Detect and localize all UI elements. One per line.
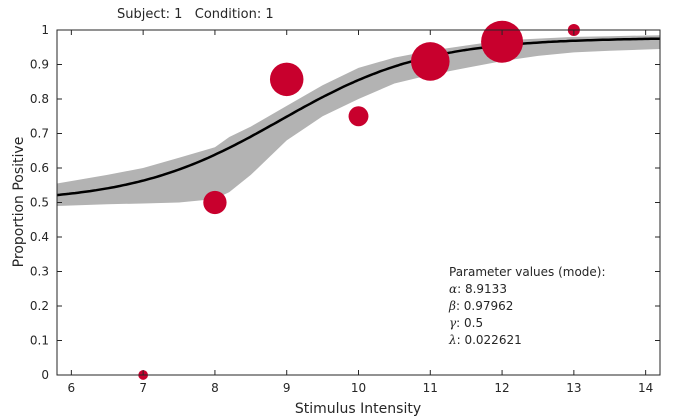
x-tick-label: 14 [638,381,653,395]
x-tick-label: 12 [494,381,509,395]
beta-value: : 0.97962 [456,299,513,313]
data-point [410,42,450,81]
annotation-alpha: α: 8.9133 [449,282,507,296]
y-tick-label: 0.8 [30,92,49,106]
beta-symbol: β [448,299,456,313]
alpha-value: : 8.9133 [457,282,507,296]
x-tick-label: 6 [68,381,76,395]
data-point [269,62,304,97]
annotation-lambda: λ: 0.022621 [448,333,522,347]
x-tick-label: 7 [139,381,147,395]
ticks-layer: 6 7 8 9 10 11 12 13 14 0 0.1 0.2 0.3 0.4 0.5 0.6 0.7 0.8 0… [30,23,660,395]
observed-points-layer [138,20,580,380]
credible-band [57,35,660,207]
gamma-value: : 0.5 [456,316,483,330]
credible-band-layer [57,35,660,207]
y-tick-label: 0.3 [30,265,49,279]
parameter-annotation: Parameter values (mode): α: 8.9133 β: 0.… [448,265,606,347]
annotation-beta: β: 0.97962 [448,299,513,313]
y-tick-label: 0.5 [30,196,49,210]
y-tick-label: 0 [41,368,49,382]
x-tick-label: 9 [283,381,291,395]
x-axis-label: Stimulus Intensity [295,401,421,417]
gamma-symbol: γ [449,316,457,330]
y-tick-label: 0.4 [30,230,49,244]
x-tick-label: 8 [211,381,219,395]
data-point [203,190,227,215]
y-tick-label: 1 [41,23,49,37]
alpha-symbol: α [449,282,457,296]
x-tick-label: 10 [351,381,366,395]
annotation-heading: Parameter values (mode): [449,265,606,279]
y-tick-label: 0.1 [30,334,49,348]
data-point [348,106,369,127]
x-tick-label: 11 [423,381,438,395]
y-tick-label: 0.2 [30,299,49,313]
data-point [481,20,524,63]
fit-curve-layer [56,37,661,197]
fit-curve [56,37,661,197]
y-tick-label: 0.9 [30,58,49,72]
y-tick-label: 0.7 [30,127,49,141]
annotation-gamma: γ: 0.5 [449,316,483,330]
x-tick-label: 13 [566,381,581,395]
chart-title: Subject: 1 Condition: 1 [117,7,274,22]
lambda-value: : 0.022621 [457,333,522,347]
y-axis-label: Proportion Positive [11,137,27,268]
y-tick-label: 0.6 [30,161,49,175]
lambda-symbol: λ [448,333,457,347]
